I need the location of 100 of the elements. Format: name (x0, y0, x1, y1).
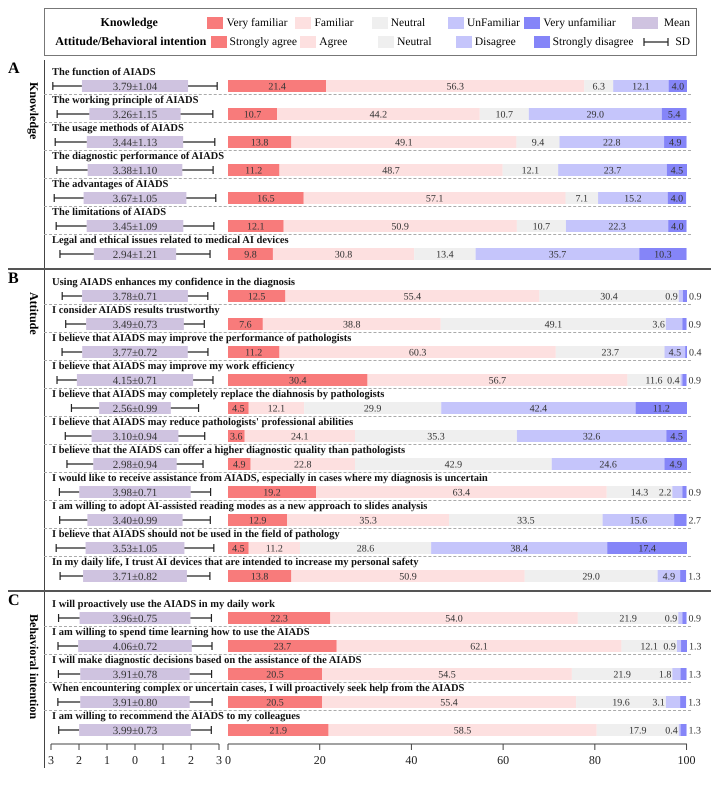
data-label: 0.9 (688, 614, 702, 624)
bar (682, 612, 687, 624)
data-label: 12.1 (246, 222, 264, 232)
legend-label: Strongly disagree (552, 36, 634, 48)
data-label: 15.2 (624, 194, 642, 204)
data-label: 0.4 (667, 376, 680, 386)
data-label: 16.5 (257, 194, 275, 204)
data-label: 10.7 (532, 222, 550, 232)
data-label: 62.1 (470, 642, 488, 652)
data-label: 0.9 (663, 642, 676, 652)
bar (285, 290, 540, 302)
data-label: 30.8 (334, 250, 352, 260)
x-tick-label: 2 (188, 753, 194, 767)
y-tick-label: I believe that AIADS may improve my work efficiency (52, 361, 294, 372)
bar (602, 514, 674, 526)
data-label: 23.7 (274, 642, 292, 652)
y-tick-label: The working principle of AIADS (52, 95, 198, 106)
data-label: 30.4 (288, 376, 306, 386)
bar (87, 514, 183, 526)
y-tick-label: The usage methods of AIADS (52, 123, 184, 134)
y-tick-label: I will make diagnostic decisions based on the assistance of the AIADS (52, 655, 362, 666)
bar (322, 668, 572, 680)
data-label: 54.5 (438, 670, 456, 680)
data-label: 2.94±1.21 (112, 249, 158, 261)
bar (88, 164, 182, 176)
data-label: 0.9 (689, 292, 702, 302)
data-label: 22.8 (603, 138, 621, 148)
data-label: 17.9 (628, 726, 646, 736)
data-label: 3.1 (652, 698, 665, 708)
bar (560, 136, 664, 148)
bar (516, 220, 566, 232)
data-label: 28.6 (356, 544, 374, 554)
data-label: 10.3 (654, 250, 672, 260)
bar (228, 486, 316, 498)
bar (228, 668, 322, 680)
bar (682, 486, 687, 498)
data-label: 50.9 (399, 572, 417, 582)
data-label: 57.1 (426, 194, 444, 204)
bar (228, 290, 286, 302)
bar (279, 164, 503, 176)
data-label: 11.2 (266, 544, 283, 554)
y-tick-label: Legal and ethical issues related to medical AI devices (52, 235, 289, 246)
bar (639, 248, 687, 260)
data-label: 56.7 (488, 376, 506, 386)
x-tick-label: 40 (405, 753, 418, 767)
bar (244, 430, 356, 442)
data-label: 2.2 (658, 488, 672, 498)
y-tick-label: I am willing to spend time learning how to use the AIADS (52, 627, 310, 638)
bar (558, 164, 667, 176)
bar (524, 570, 658, 582)
bar (304, 402, 442, 414)
data-label: 3.10±0.94 (112, 431, 158, 443)
x-tick-label: 0 (132, 753, 138, 767)
data-label: 0.4 (689, 348, 702, 358)
data-label: 1.3 (689, 642, 702, 652)
bar (248, 542, 300, 554)
bar (449, 514, 603, 526)
bar (82, 346, 188, 358)
data-label: 3.49±0.73 (112, 319, 158, 331)
bar (316, 486, 607, 498)
bar (89, 108, 181, 120)
data-label: 3.40±0.99 (112, 515, 158, 527)
data-label: 3.71±0.82 (112, 571, 158, 583)
data-label: 24.6 (599, 460, 617, 470)
bar (228, 640, 337, 652)
data-label: 19.6 (612, 698, 630, 708)
bar (283, 220, 517, 232)
y-tick-label: I am willing to adopt AI-assisted reading modes as a new approach to slides analysis (52, 501, 428, 512)
bar (330, 612, 578, 624)
y-tick-label: I believe that AIADS may completely replace the diahnosis by pathologists (52, 389, 384, 400)
bar (596, 724, 679, 736)
data-label: 17.4 (638, 544, 656, 554)
data-label: 35.7 (548, 250, 566, 260)
bar (682, 290, 687, 302)
bar (228, 696, 322, 708)
data-label: 29.0 (582, 572, 600, 582)
bar (84, 192, 186, 204)
data-label: 49.1 (544, 320, 562, 330)
bar (674, 514, 687, 526)
y-tick-label: The advantages of AIADS (52, 179, 168, 190)
data-label: 30.4 (600, 292, 618, 302)
data-label: 3.6 (652, 320, 665, 330)
data-label: 21.9 (613, 670, 631, 680)
y-tick-label: I am willing to recommend the AIADS to my colleagues (52, 711, 300, 722)
y-tick-label: The diagnostic performance of AIADS (52, 151, 224, 162)
data-label: 11.2 (245, 166, 262, 176)
data-label: 4.0 (671, 222, 684, 232)
data-label: 42.9 (444, 460, 462, 470)
bar (666, 318, 682, 330)
x-tick-label: 60 (497, 753, 510, 767)
bar (228, 164, 280, 176)
data-label: 49.1 (395, 138, 413, 148)
data-label: 6.3 (592, 82, 605, 92)
x-tick-label: 80 (588, 753, 601, 767)
chart-title: C (8, 592, 20, 610)
bar (565, 192, 598, 204)
data-label: 35.3 (427, 432, 445, 442)
data-label: 13.8 (250, 572, 268, 582)
data-label: 0.9 (688, 488, 702, 498)
data-label: 5.4 (668, 110, 680, 120)
